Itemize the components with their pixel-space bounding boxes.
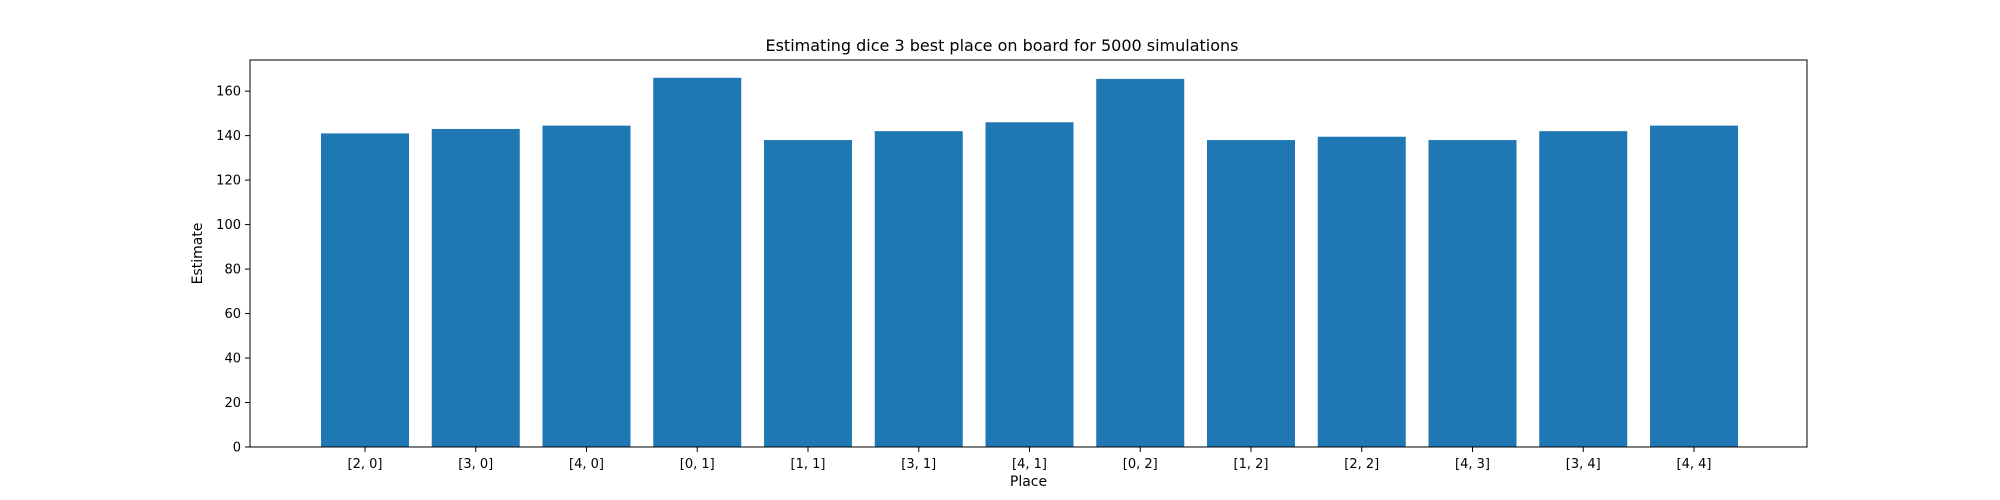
y-tick-label-8: 160 [216, 85, 241, 100]
x-tick-label-7: [0, 2] [1123, 457, 1158, 472]
bar-11 [1539, 131, 1628, 447]
x-tick-label-0: [2, 0] [348, 457, 383, 472]
bar-5 [874, 131, 963, 447]
y-tick-label-4: 80 [224, 263, 241, 278]
x-axis: [2, 0] [3, 0] [4, 0] [0, 1] [1, 1] [3, 1] [4, … [348, 447, 1712, 472]
bar-10 [1428, 140, 1517, 447]
y-tick-label-1: 20 [224, 396, 241, 411]
x-tick-label-8: [1, 2] [1234, 457, 1269, 472]
bar-1 [431, 128, 520, 447]
bar-8 [1207, 140, 1295, 447]
bar-4 [764, 140, 852, 447]
x-tick-label-6: [4, 1] [1012, 457, 1047, 472]
x-tick-label-3: [0, 1] [680, 457, 715, 472]
y-axis-title: Estimate [190, 223, 206, 285]
bar-7 [1096, 78, 1185, 447]
x-tick-label-11: [3, 4] [1566, 457, 1601, 472]
plot-frame [249, 59, 1808, 448]
y-tick-label-3: 60 [224, 307, 241, 322]
bar-0 [321, 133, 409, 447]
y-tick-label-6: 120 [216, 174, 241, 189]
x-tick-label-10: [4, 3] [1455, 457, 1490, 472]
bars-layer [321, 77, 1738, 448]
y-axis: 0 20 40 60 80 100 120 140 160 [216, 85, 250, 456]
x-tick-label-5: [3, 1] [901, 457, 936, 472]
x-tick-label-1: [3, 0] [458, 457, 493, 472]
chart-title: Estimating dice 3 best place on board fo… [765, 36, 1238, 55]
bar-9 [1317, 136, 1406, 447]
bar-3 [653, 77, 742, 448]
y-tick-label-0: 0 [233, 441, 241, 456]
bar-2 [542, 125, 631, 448]
x-tick-label-4: [1, 1] [791, 457, 826, 472]
x-tick-label-12: [4, 4] [1677, 457, 1712, 472]
bar-6 [985, 122, 1074, 447]
x-tick-label-2: [4, 0] [569, 457, 604, 472]
y-tick-label-2: 40 [224, 352, 241, 367]
y-tick-label-5: 100 [216, 218, 241, 233]
y-tick-label-7: 140 [216, 129, 241, 144]
bar-12 [1650, 125, 1738, 448]
x-axis-title: Place [1010, 474, 1047, 490]
x-tick-label-9: [2, 2] [1344, 457, 1379, 472]
